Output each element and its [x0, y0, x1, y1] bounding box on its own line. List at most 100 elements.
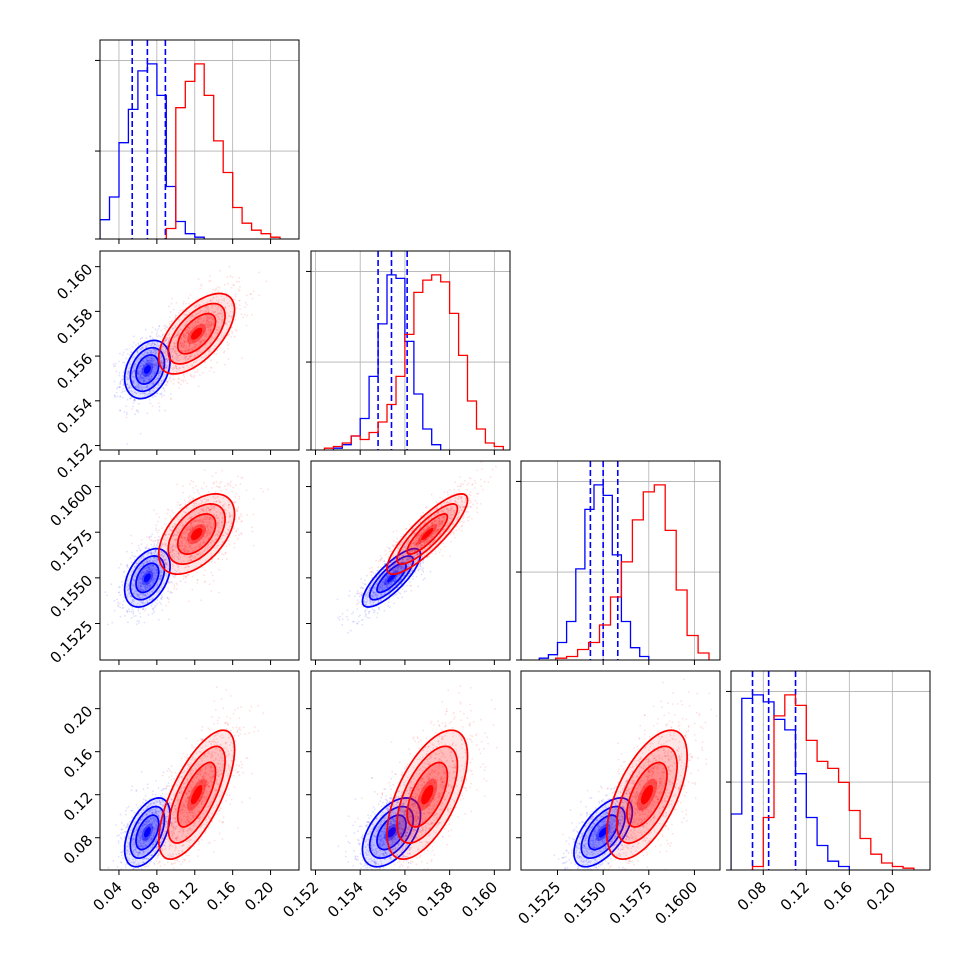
sample-point	[137, 376, 140, 379]
sample-point	[200, 334, 203, 337]
sample-point	[132, 401, 135, 404]
sample-point	[155, 349, 158, 352]
sample-point	[188, 327, 191, 329]
sample-point	[178, 507, 181, 510]
sample-point	[139, 432, 142, 435]
sample-point	[173, 343, 176, 345]
sample-point	[150, 367, 153, 370]
sample-point	[141, 347, 143, 350]
sample-point	[403, 590, 406, 593]
sample-point	[199, 304, 201, 306]
sample-point	[163, 341, 166, 344]
sample-point	[163, 340, 166, 343]
sample-point	[356, 603, 358, 606]
sample-point	[160, 370, 162, 373]
sample-point	[160, 382, 163, 385]
sample-point	[139, 374, 142, 377]
sample-point	[200, 340, 203, 343]
sample-point	[187, 326, 190, 328]
sample-point	[135, 623, 138, 626]
sample-point	[166, 382, 169, 385]
sample-point	[210, 320, 213, 323]
sample-point	[189, 338, 192, 341]
sample-point	[136, 350, 139, 353]
sample-point	[144, 374, 147, 377]
sample-point	[143, 364, 146, 367]
sample-point	[174, 316, 177, 319]
sample-point	[191, 326, 194, 329]
sample-point	[132, 375, 134, 378]
sample-point	[361, 623, 364, 626]
sample-point	[226, 312, 229, 315]
sample-point	[190, 354, 193, 356]
sample-point	[121, 607, 124, 610]
sample-point	[156, 531, 159, 534]
sample-point	[208, 318, 211, 320]
sample-point	[129, 363, 132, 365]
sample-point	[240, 477, 243, 479]
sample-point	[174, 576, 176, 578]
sample-point	[155, 345, 158, 348]
sample-point	[150, 355, 153, 358]
sample-point	[147, 613, 150, 616]
sample-point	[149, 335, 151, 338]
sample-point	[152, 345, 155, 348]
sample-point	[127, 371, 129, 374]
sample-point	[155, 364, 158, 367]
sample-point	[225, 311, 228, 314]
sample-point	[205, 326, 207, 329]
sample-point	[138, 366, 140, 369]
sample-point	[164, 360, 167, 363]
sample-point	[143, 352, 146, 354]
sample-point	[137, 372, 140, 375]
sample-point	[203, 469, 206, 472]
sample-point	[173, 336, 176, 339]
sample-point	[173, 366, 175, 369]
sample-point	[166, 338, 169, 340]
sample-point	[183, 341, 186, 344]
sample-point	[150, 350, 152, 353]
sample-point	[164, 517, 167, 520]
sample-point	[368, 617, 371, 619]
sample-point	[143, 379, 145, 382]
sample-point	[193, 327, 195, 330]
sample-point	[167, 340, 170, 343]
sample-point	[186, 313, 189, 316]
sample-point	[417, 585, 420, 588]
sample-point	[165, 339, 168, 342]
sample-point	[195, 313, 198, 315]
sample-point	[127, 377, 129, 380]
sample-point	[228, 314, 231, 317]
sample-point	[147, 360, 150, 363]
sample-point	[212, 296, 215, 299]
sample-point	[179, 367, 182, 369]
sample-point	[119, 395, 122, 397]
sample-point	[228, 315, 230, 318]
sample-point	[156, 544, 158, 546]
sample-point	[142, 370, 145, 372]
sample-point	[196, 302, 198, 305]
sample-point	[220, 331, 223, 334]
sample-point	[169, 397, 172, 400]
sample-point	[139, 370, 142, 373]
sample-point	[205, 329, 207, 332]
sample-point	[190, 364, 193, 367]
sample-point	[168, 321, 171, 323]
sample-point	[151, 358, 153, 360]
sample-point	[154, 350, 157, 353]
sample-point	[156, 341, 159, 344]
sample-point	[182, 346, 185, 349]
sample-point	[162, 375, 165, 378]
sample-point	[378, 608, 381, 611]
sample-point	[199, 324, 202, 327]
sample-point	[188, 366, 190, 369]
sample-point	[188, 349, 191, 351]
sample-point	[114, 364, 116, 367]
sample-point	[148, 378, 151, 381]
sample-point	[150, 351, 153, 354]
sample-point	[118, 567, 120, 569]
sample-point	[158, 384, 161, 387]
sample-point	[211, 574, 214, 577]
sample-point	[153, 543, 156, 545]
sample-point	[215, 287, 218, 290]
